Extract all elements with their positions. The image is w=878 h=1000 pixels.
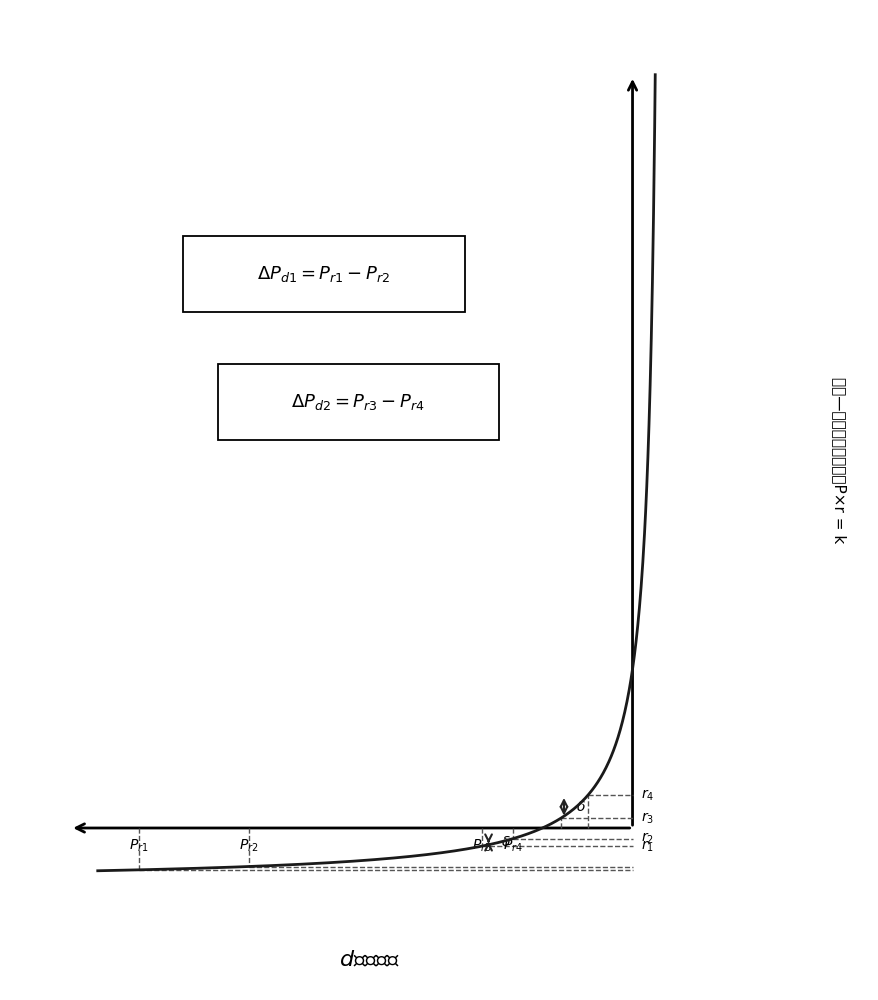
Text: 距源—距离处的声压级：P×r = k: 距源—距离处的声压级：P×r = k bbox=[831, 377, 846, 543]
FancyBboxPatch shape bbox=[218, 364, 499, 440]
Text: $d$：源强度: $d$：源强度 bbox=[338, 950, 399, 970]
Text: $\Delta P_{d1} = P_{r1}-P_{r2}$: $\Delta P_{d1} = P_{r1}-P_{r2}$ bbox=[257, 264, 390, 284]
Text: $r_1$: $r_1$ bbox=[640, 838, 653, 854]
Text: $P_{r1}$: $P_{r1}$ bbox=[129, 838, 148, 854]
Text: $r_2$: $r_2$ bbox=[640, 831, 653, 846]
Text: $P_{r3}$: $P_{r3}$ bbox=[471, 838, 491, 854]
FancyBboxPatch shape bbox=[184, 236, 464, 312]
Text: $P_{r4}$: $P_{r4}$ bbox=[502, 838, 522, 854]
Text: $P_{r2}$: $P_{r2}$ bbox=[239, 838, 258, 854]
Text: $r_4$: $r_4$ bbox=[640, 787, 653, 803]
Text: $\delta$: $\delta$ bbox=[576, 800, 586, 814]
Text: $r_3$: $r_3$ bbox=[640, 811, 653, 826]
Text: $\delta$: $\delta$ bbox=[500, 835, 510, 849]
Text: $\Delta P_{d2} = P_{r3}-P_{r4}$: $\Delta P_{d2} = P_{r3}-P_{r4}$ bbox=[291, 392, 425, 412]
